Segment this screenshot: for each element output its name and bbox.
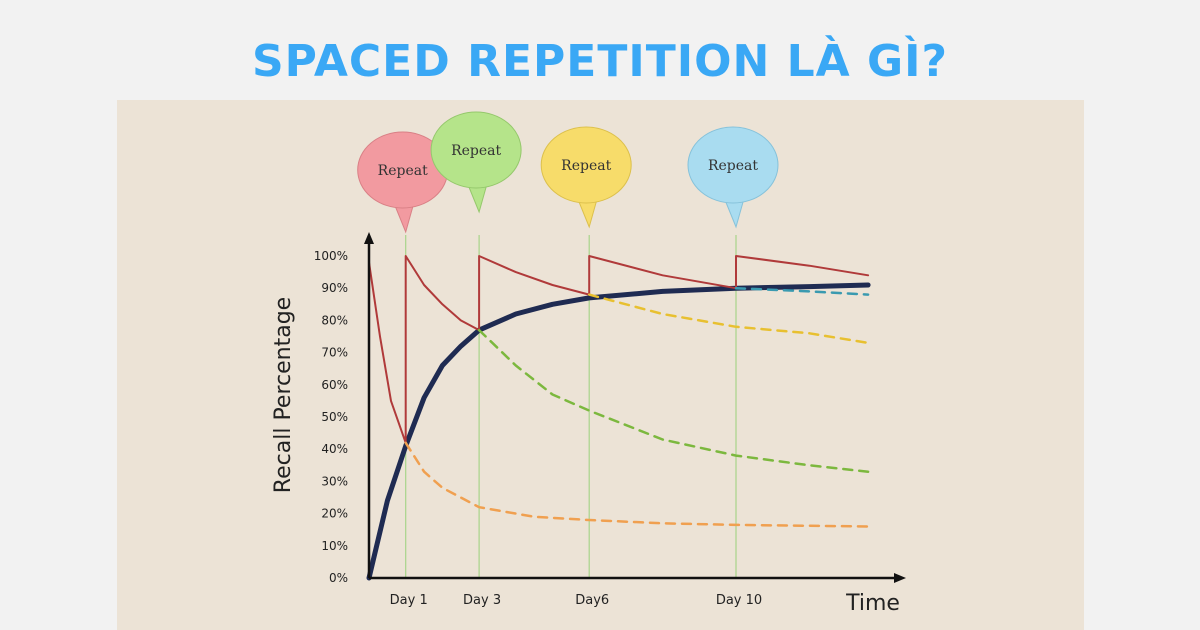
decay-curve-2	[404, 441, 870, 528]
y-axis-arrow-icon	[364, 232, 374, 244]
y-tick-label: 70%	[321, 346, 348, 360]
y-tick-label: 60%	[321, 378, 348, 392]
decay-curve-3	[477, 328, 870, 473]
x-axis-arrow-icon	[894, 573, 906, 583]
repeat-bubble: Repeat	[430, 111, 522, 214]
x-tick-label: Day6	[575, 593, 609, 608]
bubble-label: Repeat	[561, 158, 611, 174]
y-tick-label: 80%	[321, 313, 348, 327]
recall-curve	[366, 282, 871, 581]
bubble-body	[430, 111, 522, 189]
bubble-body	[540, 126, 632, 204]
bubble-label: Repeat	[708, 158, 758, 174]
x-tick-label: Day 10	[716, 593, 762, 608]
y-tick-label: 20%	[321, 507, 348, 521]
bubble-label: Repeat	[451, 143, 501, 159]
decay-curve-5	[734, 286, 870, 296]
y-axis-title: Recall Percentage	[271, 297, 296, 493]
y-tick-label: 10%	[321, 539, 348, 553]
y-tick-label: 0%	[329, 571, 348, 585]
decay-curve-4	[587, 293, 870, 345]
y-tick-label: 90%	[321, 281, 348, 295]
repeat-bubble: Repeat	[687, 126, 779, 229]
repeat-bubble: Repeat	[540, 126, 632, 229]
y-tick-label: 30%	[321, 474, 348, 488]
bubble-body	[687, 126, 779, 204]
bubble-label: Repeat	[378, 163, 428, 179]
forgetting-curve	[368, 255, 870, 444]
repeat-bubble: Repeat	[357, 131, 449, 234]
y-tick-label: 100%	[314, 249, 348, 263]
x-axis-title: Time	[845, 591, 900, 616]
x-tick-label: Day 3	[463, 593, 501, 608]
page-headline: SPACED REPETITION LÀ GÌ?	[251, 36, 949, 87]
y-tick-label: 40%	[321, 442, 348, 456]
x-tick-label: Day 1	[390, 593, 428, 608]
y-tick-label: 50%	[321, 410, 348, 424]
